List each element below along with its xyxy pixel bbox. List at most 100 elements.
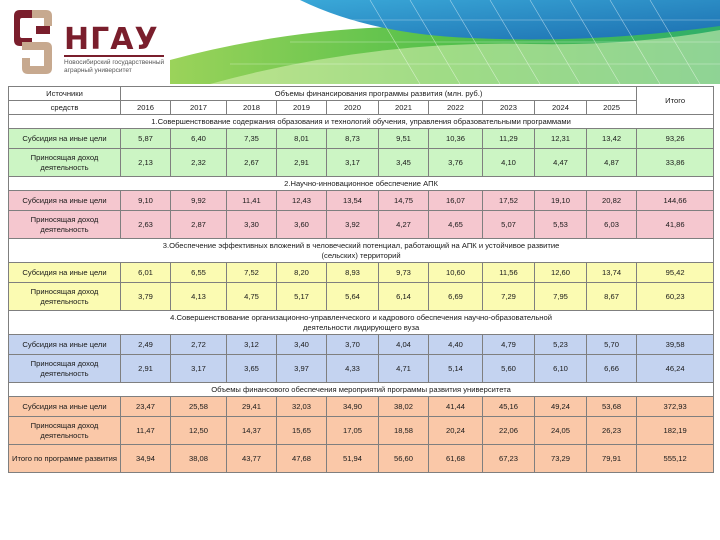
value-cell: 34,94 [120,444,171,473]
value-cell: 19,10 [534,190,587,211]
table-row: Субсидия на иные цели 6,01 6,55 7,52 8,20 8,9… [8,262,715,283]
value-cell: 3,40 [276,334,327,355]
value-cell: 67,23 [482,444,535,473]
header: НГАУ Новосибирский государственный аграр… [0,0,720,84]
total-cell: 33,86 [636,148,715,177]
row-label: Субсидия на иные цели [8,128,121,149]
total-cell: 144,66 [636,190,715,211]
value-cell: 10,60 [428,262,483,283]
value-cell: 5,70 [585,334,638,355]
value-cell: 47,68 [276,444,327,473]
row-label: Субсидия на иные цели [8,396,121,417]
header-total: Итого [636,86,715,115]
value-cell: 23,47 [120,396,171,417]
section-title: 4.Совершенствование организационно-управ… [7,310,715,335]
value-cell: 7,95 [534,282,587,311]
logo-underline [64,55,164,57]
value-cell: 9,92 [170,190,227,211]
total-cell: 46,24 [636,354,715,383]
row-label: Субсидия на иные цели [8,190,121,211]
year-header: 2024 [534,100,587,115]
value-cell: 3,70 [326,334,379,355]
table-body: 1.Совершенствование содержания образован… [7,114,715,473]
value-cell: 5,60 [482,354,535,383]
value-cell: 3,97 [276,354,327,383]
value-cell: 8,73 [326,128,379,149]
university-crest-icon [14,10,52,74]
total-cell: 39,58 [636,334,715,355]
value-cell: 3,79 [120,282,171,311]
table-row: Субсидия на иные цели 5,87 6,40 7,35 8,01 8,7… [8,128,715,149]
value-cell: 7,35 [226,128,277,149]
funding-table: Источники Объемы финансирования программ… [7,86,715,473]
value-cell: 3,17 [326,148,379,177]
year-header: 2025 [585,100,638,115]
table-row: Итого по программе развития 34,94 38,08 43,… [8,444,715,473]
value-cell: 4,27 [378,210,429,239]
value-cell: 6,01 [120,262,171,283]
section-header-row: 4.Совершенствование организационно-управ… [7,310,715,335]
row-label: Приносящая доход деятельность [8,282,121,311]
value-cell: 18,58 [378,416,429,445]
value-cell: 4,33 [326,354,379,383]
value-cell: 29,41 [226,396,277,417]
row-label: Субсидия на иные цели [8,334,121,355]
value-cell: 6,03 [585,210,638,239]
value-cell: 4,13 [170,282,227,311]
value-cell: 14,37 [226,416,277,445]
value-cell: 4,75 [226,282,277,311]
value-cell: 6,69 [428,282,483,311]
logo-title: НГАУ [64,22,159,57]
section-title: Объемы финансового обеспечения мероприят… [7,382,715,397]
section-header-row: 3.Обеспечение эффективных вложений в чел… [7,238,715,263]
value-cell: 5,23 [534,334,587,355]
value-cell: 2,49 [120,334,171,355]
value-cell: 4,65 [428,210,483,239]
total-cell: 93,26 [636,128,715,149]
value-cell: 3,60 [276,210,327,239]
value-cell: 34,90 [326,396,379,417]
section-header-row: 2.Научно-инновационное обеспечение АПК [7,176,715,191]
value-cell: 9,73 [378,262,429,283]
value-cell: 12,43 [276,190,327,211]
year-header: 2019 [276,100,327,115]
value-cell: 11,47 [120,416,171,445]
value-cell: 22,06 [482,416,535,445]
section-title: 1.Совершенствование содержания образован… [7,114,715,129]
value-cell: 6,10 [534,354,587,383]
value-cell: 20,82 [585,190,638,211]
total-cell: 555,12 [636,444,715,473]
value-cell: 12,31 [534,128,587,149]
total-cell: 60,23 [636,282,715,311]
row-label: Приносящая доход деятельность [8,148,121,177]
value-cell: 73,29 [534,444,587,473]
table-row: Приносящая доход деятельность 2,63 2,87 3,3… [8,210,715,239]
year-header: 2017 [170,100,227,115]
section-title: 3.Обеспечение эффективных вложений в чел… [7,238,715,263]
logo-subtitle: Новосибирский государственный аграрный у… [64,59,165,74]
value-cell: 9,51 [378,128,429,149]
year-header: 2020 [326,100,379,115]
section-header-row: 1.Совершенствование содержания образован… [7,114,715,129]
value-cell: 45,16 [482,396,535,417]
value-cell: 17,05 [326,416,379,445]
value-cell: 8,01 [276,128,327,149]
value-cell: 2,13 [120,148,171,177]
value-cell: 2,72 [170,334,227,355]
value-cell: 4,10 [482,148,535,177]
value-cell: 61,68 [428,444,483,473]
row-label: Приносящая доход деятельность [8,354,121,383]
value-cell: 11,29 [482,128,535,149]
value-cell: 4,40 [428,334,483,355]
value-cell: 5,14 [428,354,483,383]
section-title: 2.Научно-инновационное обеспечение АПК [7,176,715,191]
table-row: Субсидия на иные цели 2,49 2,72 3,12 3,40 3,7… [8,334,715,355]
value-cell: 24,05 [534,416,587,445]
decorative-banner [170,0,720,84]
value-cell: 7,52 [226,262,277,283]
value-cell: 49,24 [534,396,587,417]
table-row: Приносящая доход деятельность 3,79 4,13 4,7… [8,282,715,311]
year-header: 2022 [428,100,483,115]
value-cell: 53,68 [585,396,638,417]
table-row: Приносящая доход деятельность 2,13 2,32 2,6… [8,148,715,177]
